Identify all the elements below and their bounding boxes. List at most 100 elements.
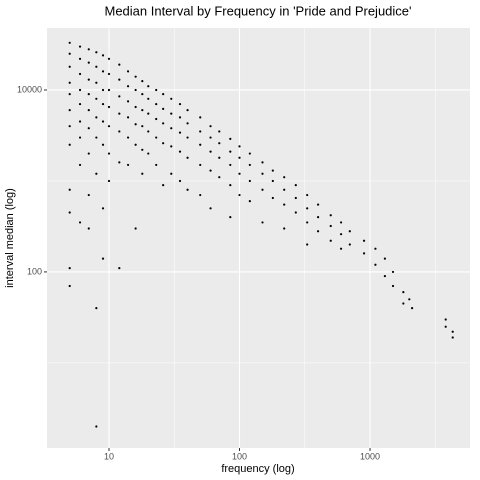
point [87, 227, 90, 230]
point [155, 163, 158, 167]
point [126, 136, 130, 139]
point [170, 112, 173, 115]
point [118, 95, 121, 98]
point [248, 163, 251, 167]
point [68, 188, 71, 191]
point [118, 112, 121, 115]
point [147, 130, 150, 133]
point [155, 88, 158, 92]
point [362, 252, 366, 255]
point [283, 188, 286, 191]
point [186, 188, 189, 191]
point [339, 221, 343, 224]
point [134, 75, 137, 78]
point [107, 179, 111, 183]
point [348, 230, 351, 233]
points [68, 41, 454, 428]
point [408, 298, 411, 301]
point [78, 163, 82, 167]
point [229, 137, 232, 140]
point [78, 120, 82, 123]
point [95, 136, 98, 139]
point [238, 145, 241, 148]
point [95, 425, 98, 428]
point [229, 163, 232, 167]
point [348, 243, 351, 246]
point [199, 130, 202, 133]
point [199, 163, 202, 167]
point [68, 52, 71, 55]
point [101, 102, 105, 106]
point [68, 267, 71, 270]
point [229, 150, 232, 153]
point [68, 41, 71, 44]
point [107, 105, 111, 109]
point [95, 307, 98, 310]
y-tick-label: 10000 [17, 84, 42, 94]
x-tick-label: 1000 [360, 451, 380, 461]
point [209, 207, 212, 210]
point [306, 221, 309, 224]
point [238, 193, 241, 197]
point [374, 263, 377, 266]
point [162, 93, 165, 96]
point [162, 184, 165, 187]
point [101, 143, 105, 146]
point [78, 221, 82, 224]
point [283, 176, 286, 179]
point [451, 336, 454, 339]
point [134, 105, 137, 109]
point [410, 307, 414, 310]
point [101, 54, 105, 57]
point [362, 239, 366, 242]
point [218, 130, 221, 133]
point [87, 78, 90, 81]
point [218, 142, 221, 145]
point [141, 93, 144, 96]
point [261, 221, 264, 224]
point [141, 109, 144, 112]
point [68, 125, 71, 128]
point [68, 284, 71, 288]
point [451, 330, 454, 333]
point [402, 291, 405, 294]
point [248, 152, 251, 155]
point [155, 136, 158, 139]
plot-panel [47, 28, 470, 448]
point [248, 200, 251, 203]
point [87, 109, 90, 112]
point [78, 72, 82, 76]
point [118, 267, 121, 270]
point [339, 247, 343, 250]
point [87, 93, 90, 96]
point [209, 169, 212, 172]
point [95, 116, 98, 119]
point [329, 214, 332, 217]
point [186, 136, 189, 139]
point [118, 130, 121, 133]
x-axis-title: frequency (log) [221, 463, 294, 475]
point [107, 88, 111, 92]
point [101, 207, 105, 210]
point [306, 207, 309, 210]
point [78, 45, 82, 48]
point [391, 270, 395, 274]
point [238, 156, 241, 159]
point [178, 179, 182, 183]
point [170, 127, 173, 130]
point [78, 88, 82, 92]
axes: 10 100 1000 100 10000 [17, 84, 380, 461]
point [126, 70, 130, 73]
point [444, 318, 447, 321]
point [444, 325, 447, 328]
point [209, 150, 212, 153]
point [118, 161, 121, 164]
point [238, 172, 241, 175]
point [107, 57, 111, 60]
y-axis-title: interval median (log) [4, 188, 16, 288]
x-tick-label: 10 [104, 451, 114, 461]
point [126, 163, 130, 167]
point [78, 102, 82, 106]
